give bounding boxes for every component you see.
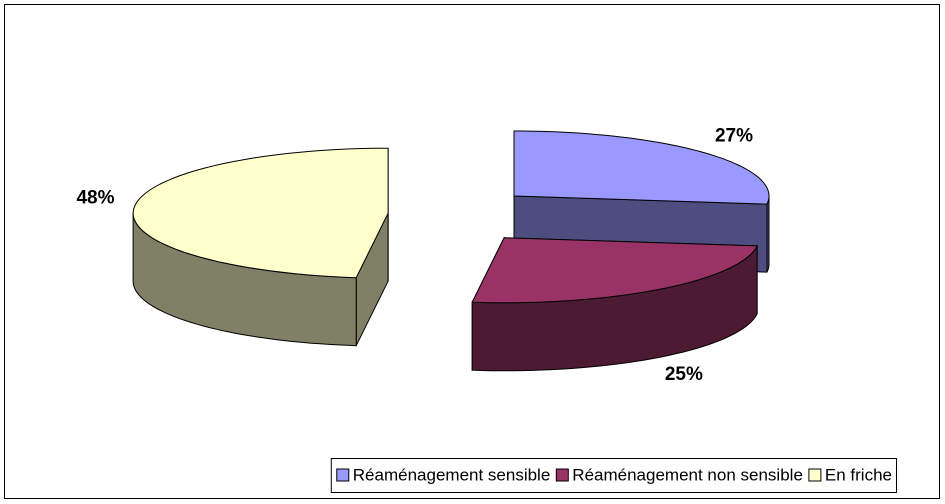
slice-top	[132, 147, 389, 279]
legend-label: Réaménagement non sensible	[572, 465, 803, 484]
pie-slice	[471, 237, 758, 372]
slice-top	[513, 130, 770, 205]
legend: Réaménagement sensible Réaménagement non …	[330, 458, 897, 493]
data-label: 27%	[715, 126, 753, 147]
legend-swatch	[555, 468, 569, 482]
legend-label: Réaménagement sensible	[353, 465, 551, 484]
legend-box	[330, 458, 897, 493]
data-label: 25%	[665, 364, 703, 385]
pie: 27% 25% 48%	[76, 126, 770, 385]
data-label: 48%	[76, 188, 114, 209]
legend-swatch	[808, 468, 822, 482]
legend-label: En friche	[825, 465, 892, 484]
pie-slice	[132, 147, 389, 347]
slice-side	[766, 196, 770, 273]
legend-swatch	[336, 468, 350, 482]
slice-top	[471, 237, 758, 304]
